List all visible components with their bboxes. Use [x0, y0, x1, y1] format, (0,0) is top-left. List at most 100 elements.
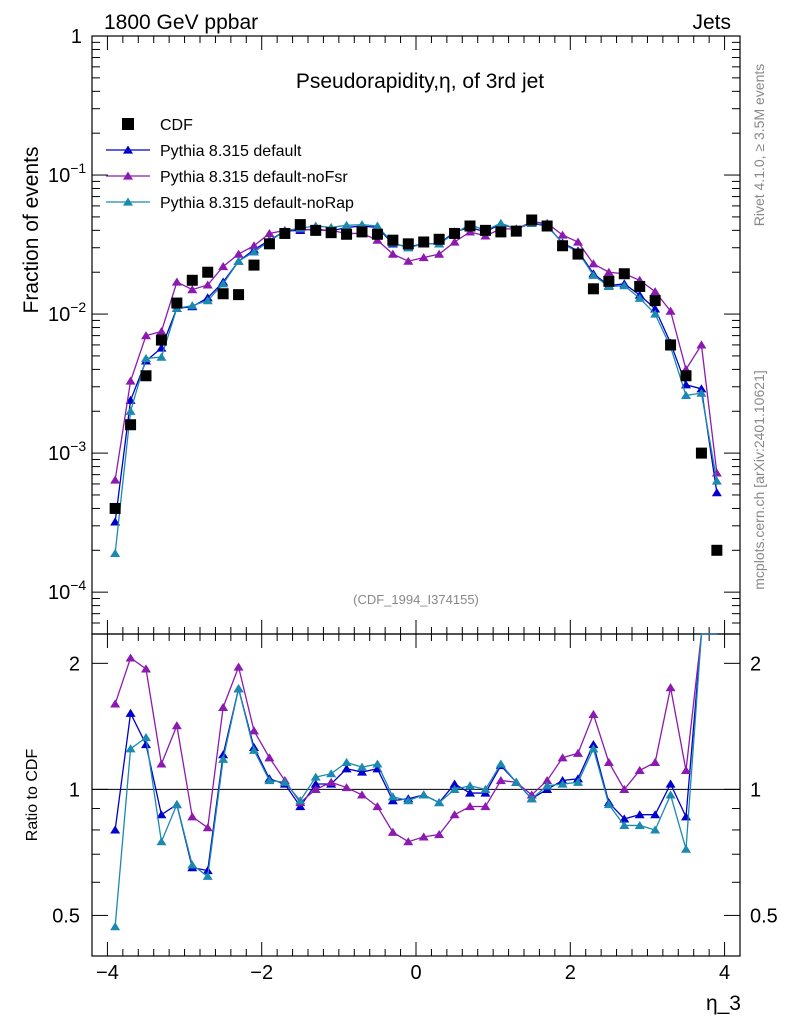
ratio-marker [357, 762, 367, 771]
data-point [109, 502, 121, 514]
ratio-marker [403, 837, 414, 846]
ratio-marker [465, 788, 475, 797]
series-marker [711, 488, 722, 497]
series-marker [125, 406, 136, 415]
series-marker [249, 241, 259, 250]
series-marker [650, 304, 661, 313]
data-point [557, 240, 569, 252]
ratio-marker [588, 709, 599, 719]
data-point [248, 259, 260, 271]
ratio-marker [264, 753, 275, 762]
ratio-marker [326, 769, 337, 778]
series-marker [557, 230, 568, 239]
series-marker [218, 261, 229, 271]
ratio-marker [681, 844, 691, 853]
series-marker [665, 306, 676, 315]
series-marker [218, 279, 229, 288]
series-marker [696, 388, 707, 397]
series-marker [711, 476, 722, 485]
data-point [449, 227, 461, 239]
series-marker [156, 326, 167, 336]
ratio-marker [279, 777, 290, 786]
ratio-marker [465, 802, 475, 811]
data-point [634, 280, 646, 292]
data-point [587, 283, 599, 295]
data-point [665, 339, 677, 351]
data-point [341, 228, 353, 240]
ratio-marker [681, 812, 691, 821]
legend-label: Pythia 8.315 default-noRap [160, 195, 354, 212]
axes-layer: −4 −2 0 2 4 1 10−1 10−2 10−3 10−4 2 2 1 1 0.5 0.5 [48, 26, 778, 984]
ratio-marker [357, 790, 367, 799]
ratio-marker [156, 810, 167, 819]
series-marker [233, 256, 244, 265]
series-marker [264, 228, 275, 238]
y-axis-label: Fraction of events [20, 147, 43, 314]
series-marker [387, 249, 398, 258]
ratio-marker [264, 776, 275, 785]
ratio-marker [449, 779, 460, 788]
ratio-marker [125, 708, 136, 717]
ratio-marker [650, 825, 661, 834]
y-tick-label: 1 [71, 26, 82, 48]
series-marker [681, 390, 691, 400]
ratio-marker [418, 832, 429, 841]
data-point [217, 288, 229, 300]
ratio-marker [619, 814, 630, 823]
series-marker [650, 287, 661, 296]
series-marker [202, 296, 213, 305]
series-marker [372, 221, 383, 230]
data-point [402, 238, 414, 250]
ratio-marker [156, 759, 167, 768]
ratio-marker [326, 777, 337, 786]
data-point [202, 266, 214, 278]
series-marker [341, 220, 352, 229]
ratio-line [114, 633, 717, 927]
ratio-marker [542, 776, 553, 785]
y-tick-label: 10−2 [48, 299, 86, 326]
data-point [387, 234, 399, 246]
series-marker [249, 247, 259, 256]
data-point [140, 370, 152, 382]
data-point [526, 214, 538, 226]
series-marker [110, 548, 121, 557]
ratio-marker [125, 744, 136, 753]
ratio-marker [233, 662, 244, 671]
ratio-marker [357, 767, 367, 776]
ratio-marker [387, 792, 398, 801]
series-marker [125, 376, 136, 385]
ratio-marker [465, 781, 475, 790]
data-point [125, 419, 137, 431]
ratio-marker [187, 860, 198, 869]
ratio-marker [310, 772, 321, 781]
x-tick-label: 0 [410, 962, 421, 984]
ratio-marker [681, 765, 691, 774]
ratio-marker [634, 810, 645, 819]
data-point [233, 289, 245, 301]
data-point [510, 225, 522, 237]
x-tick-label: −2 [250, 962, 273, 984]
ratio-y-tick-label: 1 [69, 779, 80, 801]
ratio-y-tick-label-right: 2 [750, 653, 761, 675]
series-marker [588, 270, 599, 279]
ratio-marker [156, 837, 167, 846]
ratio-marker [495, 776, 506, 785]
legend-marker [122, 118, 134, 130]
series-marker [418, 253, 429, 262]
series-marker [711, 468, 722, 477]
ratio-marker [141, 733, 151, 742]
ratio-marker [449, 784, 460, 793]
series-marker [141, 331, 151, 340]
ratio-marker [542, 781, 553, 790]
ratio-marker [603, 800, 614, 809]
ratio-marker [665, 790, 676, 799]
y-tick-label: 10−3 [48, 438, 86, 465]
series-marker [588, 259, 599, 268]
ratio-marker [218, 750, 229, 759]
ratio-marker [202, 866, 213, 875]
ratio-marker [619, 820, 630, 830]
ratio-marker [434, 830, 445, 839]
series-marker [171, 277, 182, 286]
ratio-marker [480, 802, 491, 811]
